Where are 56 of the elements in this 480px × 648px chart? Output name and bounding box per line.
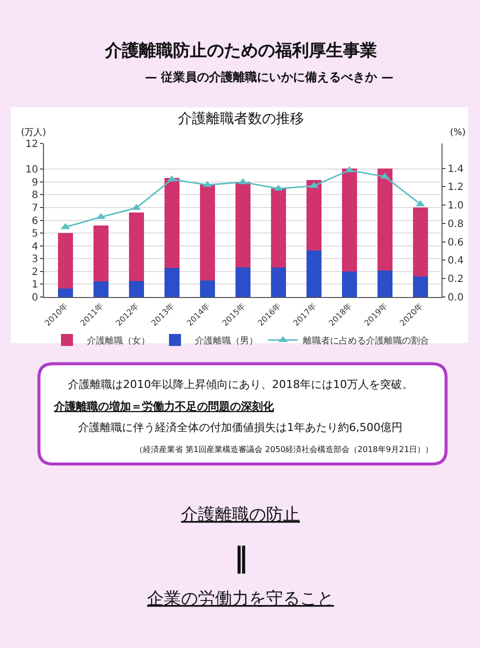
bar [128, 280, 144, 297]
y-tick-label: 12 [25, 139, 38, 150]
legend-label: 離職者に占める介護離職の割合 [303, 335, 429, 346]
bar [235, 182, 250, 268]
legend-label: 介護離職（男） [195, 335, 258, 346]
y2-tick-label: 0.4 [448, 256, 464, 267]
text: 介護離職に伴う経済全体の付加価値損失は1年あたり約6,500億円 [78, 421, 402, 434]
text: 介護離職の防止 [181, 505, 300, 525]
y-tick-label: 3 [32, 254, 38, 266]
bar [235, 268, 250, 297]
bar [200, 280, 215, 297]
y-tick-label: 10 [25, 164, 38, 176]
y2-axis-title: (%) [450, 128, 466, 138]
bar [377, 270, 392, 297]
y-tick-label: 5 [32, 228, 38, 240]
bar [58, 288, 73, 297]
y2-tick-label: 0.0 [448, 292, 464, 304]
text: 企業の労働力を守ること [147, 589, 334, 609]
text: — 従業員の介護離職にいかに備えるべきか — [145, 70, 394, 84]
y-tick-label: 9 [32, 177, 38, 188]
bar [93, 225, 108, 282]
y-axis-title: (万人) [21, 127, 46, 138]
y-tick-label: 6 [32, 216, 38, 227]
bar [270, 268, 286, 297]
y2-tick-label: 1.2 [448, 182, 464, 194]
bar [164, 268, 180, 297]
y2-tick-label: 0.2 [448, 274, 464, 286]
bar [306, 250, 322, 297]
bar [412, 207, 428, 276]
y-tick-label: 8 [32, 190, 38, 202]
y2-tick-label: 0.6 [448, 237, 464, 248]
bar [58, 233, 73, 289]
bar [200, 184, 215, 280]
y-tick-label: 1 [32, 280, 38, 291]
y-tick-label: 4 [32, 241, 38, 252]
text: （経済産業省 第1回産業構造審議会 2050経済社会構造部会（2018年9月21日）） [135, 445, 434, 454]
bar [128, 212, 144, 281]
text: ‖ [234, 541, 248, 574]
y2-tick-label: 1.0 [448, 200, 464, 212]
legend-label: 介護離職（女） [87, 335, 150, 346]
bar [412, 276, 428, 297]
bar [306, 180, 322, 250]
chart-title: 介護離職者数の推移 [178, 111, 304, 127]
y-tick-label: 7 [32, 202, 38, 214]
bar [270, 188, 286, 268]
y-tick-label: 2 [32, 266, 38, 278]
bar [342, 168, 357, 272]
y-tick-label: 0 [32, 292, 38, 304]
bar [164, 178, 180, 268]
y2-tick-label: 1.4 [448, 164, 464, 175]
text: 介護離職防止のための福利厚生事業 [104, 41, 377, 61]
bar [93, 282, 108, 297]
bar [342, 271, 357, 297]
bar [377, 168, 392, 271]
y2-tick-label: 0.8 [448, 218, 464, 230]
text: 介護離職は2010年以降上昇傾向にあり、2018年には10万人を突破。 [68, 378, 413, 391]
